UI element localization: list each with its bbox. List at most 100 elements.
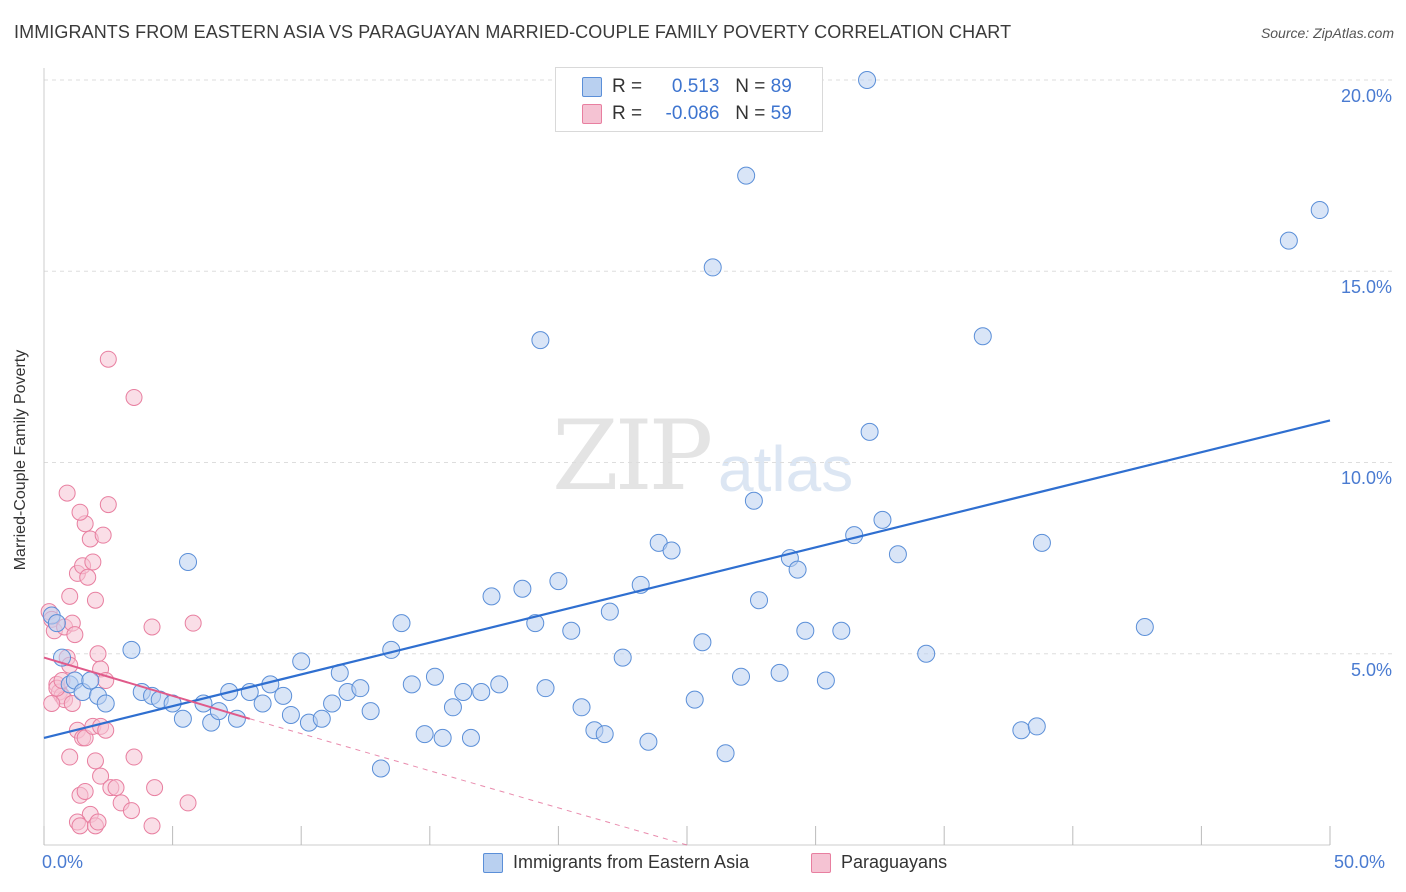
watermark-zip: ZIP <box>552 400 713 512</box>
point-paraguayans <box>86 591 104 609</box>
point-eastern-asia <box>770 663 789 682</box>
point-paraguayans <box>94 526 112 544</box>
point-eastern-asia <box>425 667 444 686</box>
point-eastern-asia <box>351 679 370 698</box>
bottom-legend-label-eastern-asia: Immigrants from Eastern Asia <box>513 852 750 872</box>
point-eastern-asia <box>253 694 272 713</box>
legend-r-label: R = <box>612 76 643 97</box>
point-eastern-asia <box>81 671 100 690</box>
point-eastern-asia <box>292 652 311 671</box>
legend-swatch-blue <box>582 77 602 97</box>
point-paraguayans <box>107 779 125 797</box>
bottom-legend-swatch-pink <box>811 853 831 873</box>
point-eastern-asia <box>744 491 763 510</box>
point-eastern-asia <box>1279 231 1298 250</box>
point-eastern-asia <box>1310 201 1329 220</box>
legend-r-value: -0.086 <box>665 103 720 124</box>
point-eastern-asia <box>472 683 491 701</box>
point-eastern-asia <box>371 759 390 778</box>
point-paraguayans <box>63 694 81 712</box>
point-paraguayans <box>58 484 76 502</box>
point-eastern-asia <box>490 675 509 694</box>
point-eastern-asia <box>600 602 619 621</box>
point-eastern-asia <box>858 71 877 89</box>
point-eastern-asia <box>788 560 807 579</box>
point-eastern-asia <box>917 644 936 663</box>
source-label: Source: ZipAtlas.com <box>1260 25 1394 41</box>
x-tick-label-max: 50.0% <box>1334 852 1386 872</box>
point-eastern-asia <box>888 545 907 564</box>
y-tick-label-20: 20.0% <box>1340 86 1392 106</box>
point-eastern-asia <box>595 725 614 744</box>
legend-n-value: 59 <box>770 103 792 124</box>
point-paraguayans <box>89 645 107 663</box>
watermark-atlas: atlas <box>718 433 854 505</box>
point-eastern-asia <box>816 671 835 690</box>
point-paraguayans <box>92 767 110 785</box>
point-eastern-asia <box>860 422 879 441</box>
point-eastern-asia <box>562 621 581 640</box>
point-eastern-asia <box>703 258 722 277</box>
point-eastern-asia <box>531 331 550 350</box>
point-eastern-asia <box>693 633 712 652</box>
point-eastern-asia <box>312 709 331 728</box>
trend-line-paraguayans <box>43 656 251 720</box>
point-eastern-asia <box>402 675 421 694</box>
legend-n-label: N = <box>735 76 766 97</box>
legend-r-value: 0.513 <box>671 76 720 97</box>
point-eastern-asia <box>415 725 434 744</box>
point-eastern-asia <box>433 728 452 747</box>
point-eastern-asia <box>750 591 769 610</box>
point-eastern-asia <box>737 166 756 185</box>
legend-n-value: 89 <box>770 76 792 97</box>
point-eastern-asia <box>1135 617 1154 636</box>
point-eastern-asia <box>361 702 380 721</box>
point-paraguayans <box>71 817 89 835</box>
point-paraguayans <box>99 350 117 368</box>
point-paraguayans <box>76 782 94 800</box>
point-eastern-asia <box>526 614 545 633</box>
point-eastern-asia <box>873 510 892 529</box>
point-eastern-asia <box>845 526 864 545</box>
point-paraguayans <box>61 748 79 766</box>
point-eastern-asia <box>443 698 462 717</box>
point-eastern-asia <box>716 744 735 763</box>
point-eastern-asia <box>461 728 480 747</box>
point-eastern-asia <box>323 694 342 713</box>
point-paraguayans <box>43 694 61 712</box>
chart-title: IMMIGRANTS FROM EASTERN ASIA VS PARAGUAY… <box>14 22 1012 42</box>
legend-swatch-pink <box>582 104 602 124</box>
point-eastern-asia <box>1012 721 1031 740</box>
point-paraguayans <box>99 496 117 514</box>
x-tick-label-min: 0.0% <box>42 852 84 872</box>
point-eastern-asia <box>732 667 751 686</box>
point-paraguayans <box>125 388 143 406</box>
point-eastern-asia <box>281 705 300 724</box>
point-eastern-asia <box>662 541 681 560</box>
point-eastern-asia <box>639 732 658 751</box>
point-eastern-asia <box>179 552 198 571</box>
point-paraguayans <box>66 626 84 644</box>
point-paraguayans <box>184 614 202 632</box>
y-tick-label-15: 15.0% <box>1340 277 1392 297</box>
point-paraguayans <box>71 503 89 521</box>
y-axis-label-text: Married-Couple Family Poverty <box>12 349 29 571</box>
point-eastern-asia <box>392 614 411 633</box>
point-eastern-asia <box>536 679 555 698</box>
bottom-legend-swatch-blue <box>483 853 503 873</box>
point-eastern-asia <box>454 683 473 701</box>
legend-n-label: N = <box>735 103 766 124</box>
point-eastern-asia <box>122 640 141 659</box>
point-eastern-asia <box>613 648 632 667</box>
point-eastern-asia <box>685 690 704 709</box>
point-eastern-asia <box>832 621 851 640</box>
point-paraguayans <box>143 618 161 636</box>
point-eastern-asia <box>47 614 66 633</box>
point-eastern-asia <box>274 686 293 705</box>
point-eastern-asia <box>482 587 501 606</box>
point-paraguayans <box>143 817 161 835</box>
point-paraguayans <box>61 587 79 605</box>
point-eastern-asia <box>973 327 992 346</box>
point-paraguayans <box>146 779 164 797</box>
point-paraguayans <box>179 794 197 812</box>
